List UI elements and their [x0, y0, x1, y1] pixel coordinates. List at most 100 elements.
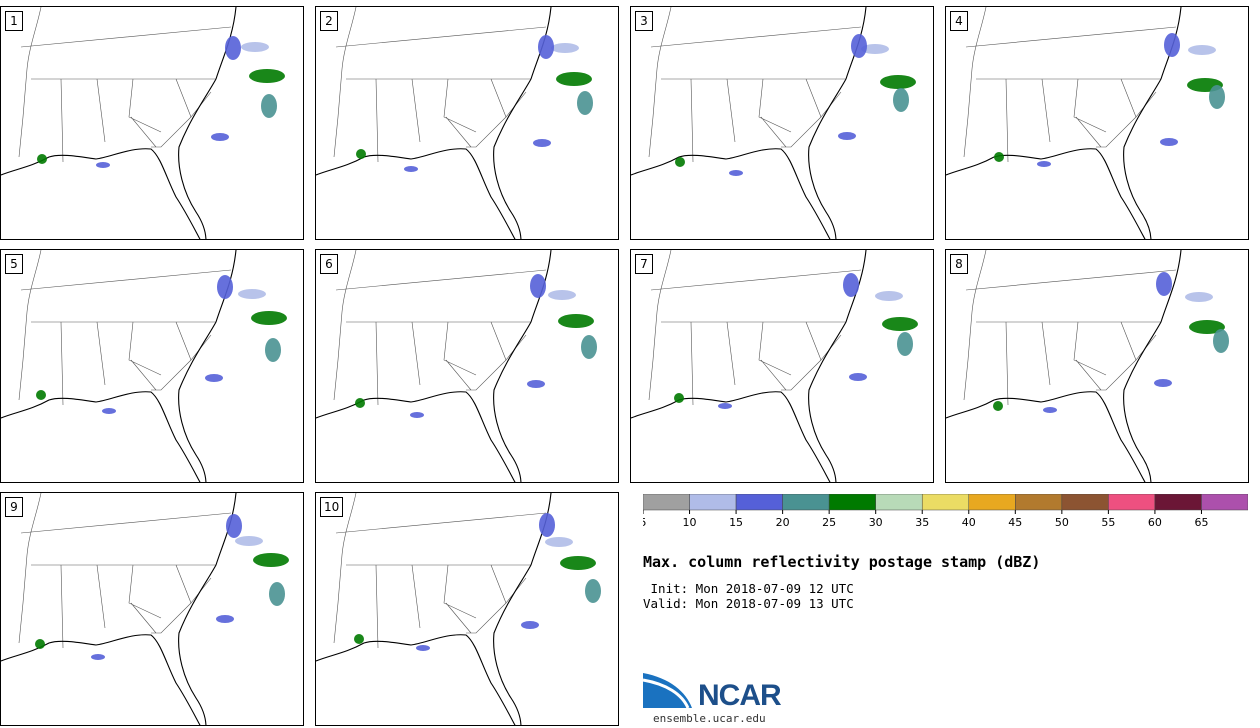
reflectivity-cell: [1160, 138, 1178, 146]
reflectivity-cells: [35, 514, 289, 660]
map-svg: [316, 7, 593, 239]
reflectivity-cell: [269, 582, 285, 606]
reflectivity-cell: [994, 152, 1004, 162]
state-borders: [333, 250, 547, 406]
coastline: [316, 493, 552, 725]
colorbar-tick-label: 5: [643, 516, 647, 528]
member-map-panel-8: 8: [945, 249, 1249, 483]
reflectivity-cell: [521, 621, 539, 629]
reflectivity-cell: [838, 132, 856, 140]
member-number: 4: [950, 11, 968, 31]
map-svg: [1, 493, 289, 725]
colorbar-tick-label: 55: [1101, 516, 1115, 528]
reflectivity-cell: [241, 42, 269, 52]
reflectivity-cell: [861, 44, 889, 54]
reflectivity-cell: [211, 133, 229, 141]
reflectivity-cell: [1188, 45, 1216, 55]
reflectivity-cells: [37, 36, 285, 168]
reflectivity-cell: [1209, 85, 1225, 109]
member-number: 10: [320, 497, 344, 517]
reflectivity-cell: [1043, 407, 1057, 413]
member-map-panel-6: 6: [315, 249, 619, 483]
ncar-logo-icon: [642, 673, 692, 709]
member-map-panel-10: 10: [315, 492, 619, 726]
member-map-panel-3: 3: [630, 6, 934, 240]
colorbar-swatch: [735, 494, 783, 511]
reflectivity-cell: [577, 91, 593, 115]
reflectivity-cell: [993, 401, 1003, 411]
valid-time: Valid: Mon 2018-07-09 13 UTC: [643, 596, 854, 611]
state-borders: [963, 250, 1177, 406]
state-borders: [18, 250, 232, 406]
colorbar-swatch: [921, 494, 970, 511]
reflectivity-cell: [102, 408, 116, 414]
reflectivity-cell: [882, 317, 918, 331]
reflectivity-cells: [674, 273, 918, 409]
member-map-panel-4: 4: [945, 6, 1249, 240]
coastline: [316, 250, 552, 482]
reflectivity-cell: [253, 553, 289, 567]
reflectivity-cell: [1156, 272, 1172, 296]
reflectivity-cell: [416, 645, 430, 651]
colorbar-tick-label: 20: [776, 516, 790, 528]
colorbar-swatch: [968, 494, 1016, 511]
state-borders: [963, 7, 1177, 163]
member-number: 1: [5, 11, 23, 31]
reflectivity-cell: [545, 537, 573, 547]
reflectivity-cell: [216, 615, 234, 623]
map-svg: [946, 7, 1225, 239]
member-map-panel-9: 9: [0, 492, 304, 726]
plot-title: Max. column reflectivity postage stamp (…: [643, 553, 1041, 571]
reflectivity-cell: [410, 412, 424, 418]
map-svg: [631, 7, 916, 239]
member-number: 9: [5, 497, 23, 517]
reflectivity-cell: [718, 403, 732, 409]
colorbar-tick-label: 15: [729, 516, 743, 528]
reflectivity-cell: [226, 514, 242, 538]
reflectivity-cells: [356, 35, 593, 172]
colorbar-swatch: [1108, 494, 1156, 511]
reflectivity-cell: [37, 154, 47, 164]
reflectivity-cell: [843, 273, 859, 297]
reflectivity-cell: [880, 75, 916, 89]
reflectivity-cell: [675, 157, 685, 167]
reflectivity-cell: [548, 290, 576, 300]
reflectivity-cell: [558, 314, 594, 328]
member-number: 5: [5, 254, 23, 274]
colorbar-swatch: [643, 494, 690, 511]
state-borders: [333, 7, 547, 163]
colorbar-swatch: [828, 494, 876, 511]
reflectivity-cell: [538, 35, 554, 59]
reflectivity-cell: [205, 374, 223, 382]
reflectivity-cell: [238, 289, 266, 299]
reflectivity-cell: [1213, 329, 1229, 353]
reflectivity-cell: [560, 556, 596, 570]
colorbar-tick-label: 65: [1194, 516, 1208, 528]
colorbar-tick-label: 25: [822, 516, 836, 528]
map-svg: [1, 250, 287, 482]
colorbar-tick-label: 35: [915, 516, 929, 528]
member-number: 2: [320, 11, 338, 31]
reflectivity-cell: [897, 332, 913, 356]
coastline: [631, 7, 867, 239]
map-svg: [946, 250, 1229, 482]
coastline: [946, 7, 1182, 239]
colorbar-swatch: [875, 494, 923, 511]
member-number: 8: [950, 254, 968, 274]
map-svg: [316, 250, 597, 482]
reflectivity-cell: [1189, 320, 1225, 334]
reflectivity-cell: [1154, 379, 1172, 387]
reflectivity-cell: [849, 373, 867, 381]
coastline: [316, 7, 552, 239]
reflectivity-cell: [354, 634, 364, 644]
reflectivity-cell: [225, 36, 241, 60]
map-svg: [316, 493, 601, 725]
colorbar-swatch: [1201, 494, 1248, 511]
member-map-panel-2: 2: [315, 6, 619, 240]
reflectivity-cell: [729, 170, 743, 176]
reflectivity-cell: [249, 69, 285, 83]
reflectivity-cells: [354, 513, 601, 651]
colorbar-swatch: [689, 494, 737, 511]
reflectivity-cell: [35, 639, 45, 649]
reflectivity-cell: [527, 380, 545, 388]
